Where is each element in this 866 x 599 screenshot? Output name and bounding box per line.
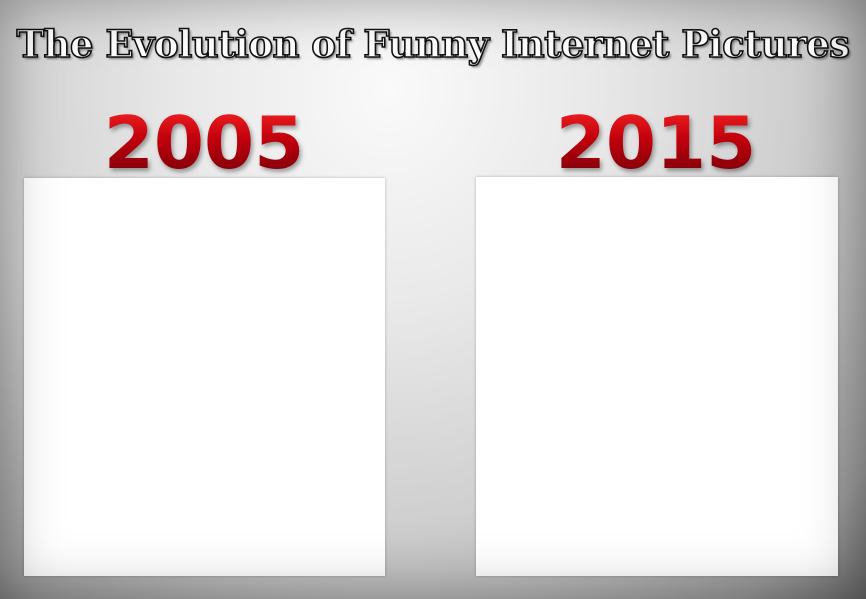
year-label-right: 2015 [476, 100, 836, 186]
year-label-left: 2005 [24, 100, 384, 186]
page-title: The Evolution of Funny Internet Pictures [16, 21, 851, 67]
blank-image-panel-right [476, 177, 838, 576]
blank-image-panel-left [24, 178, 385, 576]
